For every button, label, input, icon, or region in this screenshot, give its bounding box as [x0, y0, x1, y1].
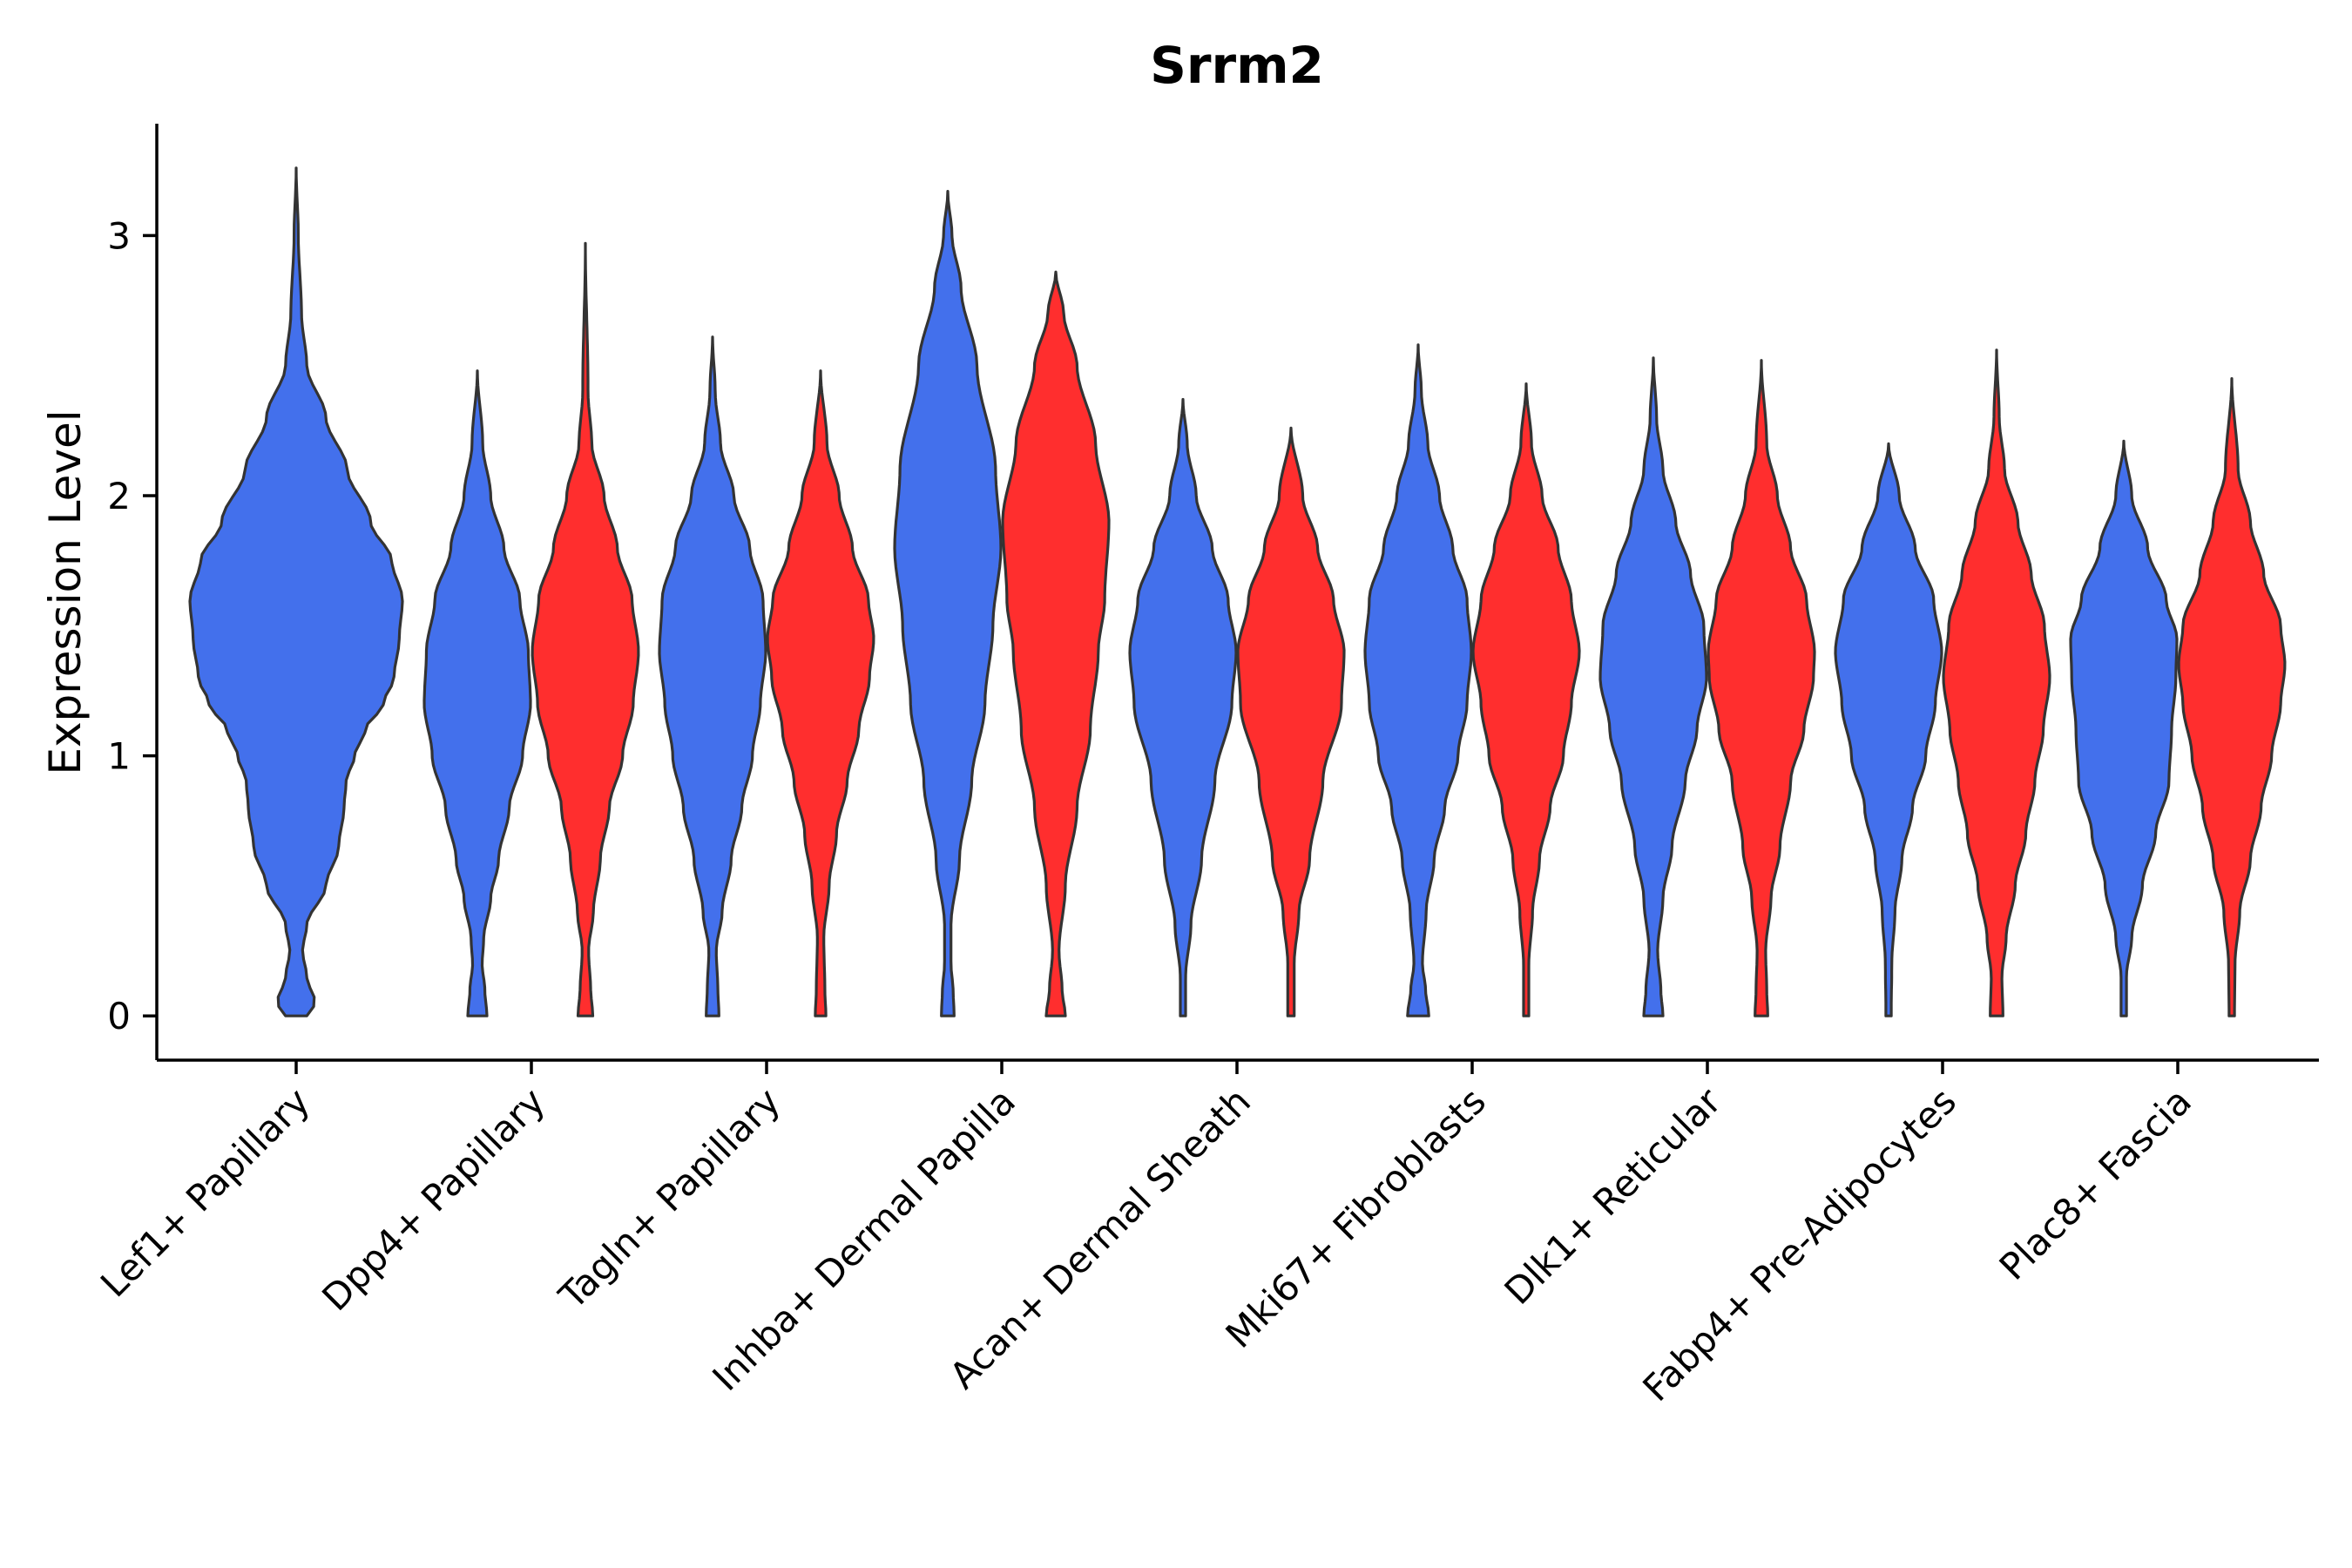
x-tick-label-lef1-papillary: Lef1+ Papillary	[92, 1079, 318, 1305]
violin-group-2-dlk1-reticular	[1707, 359, 1816, 1017]
y-tick-label-3: 3	[107, 214, 131, 257]
violin-group-1-plac8-fascia	[2069, 439, 2179, 1017]
violin-group-2-fabp4-pre-adipocytes	[1942, 348, 2051, 1017]
y-ticks: 0 1 2 3	[107, 214, 157, 1037]
x-tick-label-tagln-papillary: Tagln+ Papillary	[551, 1079, 788, 1317]
violin-group-1-dlk1-reticular	[1598, 356, 1708, 1017]
violin-group-1-lef1-papillary	[188, 166, 404, 1017]
violin-group-1-tagln-papillary	[658, 335, 767, 1017]
violin-group-2-mki67-fibroblasts	[1471, 382, 1581, 1017]
violin-group-2-dpp4-papillary	[531, 241, 640, 1017]
violin-group-1-inhba-dermal-papilla	[893, 190, 1003, 1017]
violin-group-1-dpp4-papillary	[422, 369, 532, 1017]
chart-title: Srrm2	[1150, 36, 1324, 95]
violin-group-1-mki67-fibroblasts	[1363, 343, 1473, 1017]
violin-group-1-fabp4-pre-adipocytes	[1834, 442, 1943, 1017]
y-tick-label-1: 1	[107, 735, 131, 778]
y-tick-label-0: 0	[107, 995, 131, 1037]
x-tick-label-dlk1-reticular: Dlk1+ Reticular	[1497, 1079, 1730, 1313]
y-axis-label: Expression Level	[40, 409, 91, 774]
violin-group-2-plac8-fascia	[2177, 377, 2287, 1017]
y-tick-label-2: 2	[107, 475, 131, 517]
x-tick-label-mki67-fibroblasts: Mki67+ Fibroblasts	[1218, 1079, 1494, 1355]
violin-group-2-inhba-dermal-papilla	[1001, 270, 1111, 1017]
violin-group-2-acan-dermal-sheath	[1236, 426, 1346, 1017]
violin-group-2-tagln-papillary	[766, 369, 875, 1017]
x-tick-label-plac8-fascia: Plac8+ Fascia	[1991, 1079, 2200, 1288]
violin-group-1-acan-dermal-sheath	[1128, 397, 1238, 1017]
x-tick-label-dpp4-papillary: Dpp4+ Papillary	[314, 1079, 553, 1319]
violins-layer	[188, 166, 2287, 1017]
